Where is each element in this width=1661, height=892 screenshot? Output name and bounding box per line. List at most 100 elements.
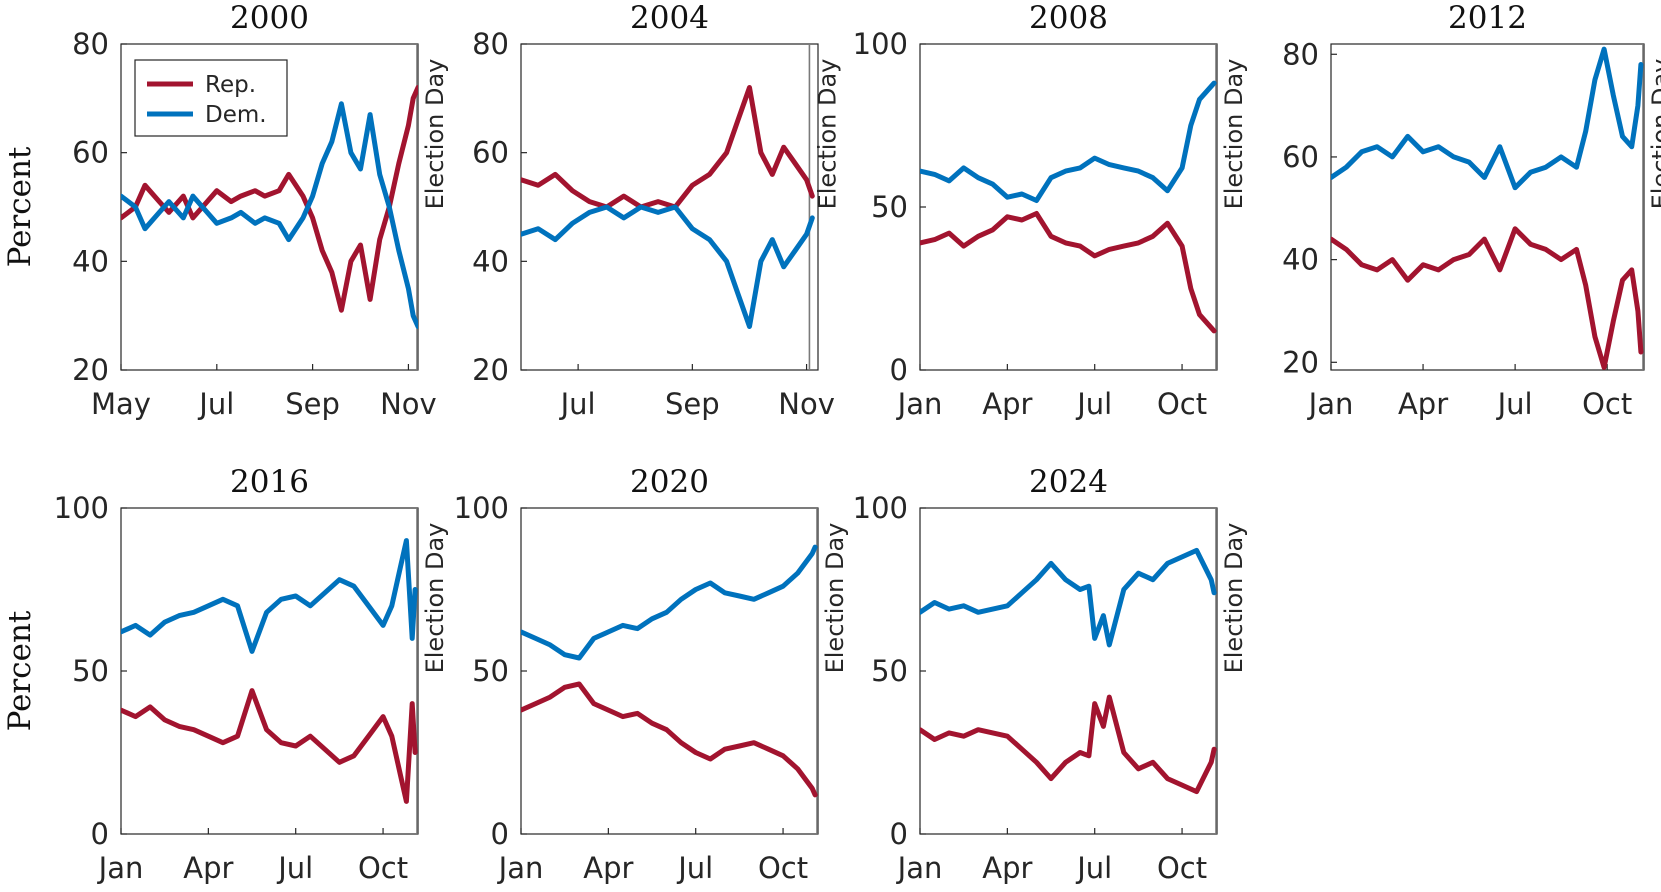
legend-label-dem: Dem. bbox=[205, 102, 267, 128]
y-tick-label: 40 bbox=[472, 244, 509, 278]
dem-series-line bbox=[121, 101, 418, 329]
panel-title: 2008 bbox=[1029, 0, 1108, 36]
election-day-label: Election Day bbox=[821, 523, 849, 674]
x-tick-label: Nov bbox=[380, 387, 437, 421]
axes-box bbox=[919, 507, 1218, 835]
axes-box bbox=[120, 43, 419, 371]
x-tick-label: Jul bbox=[1075, 851, 1112, 885]
rep-series-line bbox=[521, 85, 815, 210]
dem-series-line bbox=[521, 204, 815, 329]
legend-box bbox=[134, 59, 288, 137]
y-tick-label: 60 bbox=[72, 136, 109, 170]
axes-box bbox=[120, 507, 419, 835]
x-tick-label: Jul bbox=[1496, 387, 1533, 421]
y-tick-label: 20 bbox=[1282, 345, 1319, 379]
x-tick-label: Jul bbox=[197, 387, 234, 421]
x-tick-label: Sep bbox=[285, 387, 340, 421]
panel-title: 2016 bbox=[230, 464, 309, 500]
y-axis-title: Percent bbox=[2, 610, 38, 731]
rep-series-line bbox=[1331, 226, 1644, 370]
dem-series-line bbox=[920, 80, 1217, 203]
x-tick-label: Jul bbox=[1075, 387, 1112, 421]
panel-title: 2004 bbox=[630, 0, 709, 36]
panel-2000: 2000 20 40 60 80 May Jul Sep Nov Percent Election … bbox=[2, 0, 449, 421]
y-tick-label: 50 bbox=[472, 654, 509, 688]
rep-series-line bbox=[121, 85, 418, 313]
panel-title: 2024 bbox=[1029, 464, 1108, 500]
x-tick-label: Oct bbox=[1157, 851, 1207, 885]
x-tick-label: Jul bbox=[676, 851, 713, 885]
panel-2020: 2020 0 50 100 Jan Apr Jul Oct Election Day bbox=[454, 464, 849, 885]
panel-title: 2020 bbox=[630, 464, 709, 500]
rep-series-line bbox=[521, 681, 818, 798]
x-tick-label: Jul bbox=[276, 851, 313, 885]
y-tick-label: 100 bbox=[454, 491, 509, 525]
legend: Rep. Dem. bbox=[134, 59, 288, 137]
y-tick-label: 40 bbox=[1282, 243, 1319, 277]
rep-series-line bbox=[121, 688, 418, 804]
rep-series-line bbox=[920, 211, 1217, 334]
axes-box bbox=[1330, 43, 1645, 371]
x-tick-label: Jan bbox=[497, 851, 544, 885]
election-day-label: Election Day bbox=[1220, 59, 1248, 210]
y-tick-label: 60 bbox=[1282, 140, 1319, 174]
panel-2004: 2004 20 40 60 80 Jul Sep Nov Election Day bbox=[472, 0, 841, 421]
x-tick-label: Jan bbox=[896, 851, 943, 885]
x-tick-label: Apr bbox=[583, 851, 633, 885]
y-tick-label: 100 bbox=[853, 27, 908, 61]
x-tick-label: Sep bbox=[665, 387, 720, 421]
election-day-label: Election Day bbox=[421, 523, 449, 674]
y-tick-label: 80 bbox=[72, 27, 109, 61]
x-tick-label: Jul bbox=[559, 387, 596, 421]
election-day-label: Election Day bbox=[421, 59, 449, 210]
y-tick-label: 20 bbox=[472, 353, 509, 387]
x-tick-label: Jan bbox=[97, 851, 144, 885]
y-tick-label: 0 bbox=[890, 817, 908, 851]
y-tick-label: 100 bbox=[853, 491, 908, 525]
panel-title: 2012 bbox=[1448, 0, 1527, 36]
dem-series-line bbox=[121, 538, 418, 654]
x-tick-label: Jan bbox=[1307, 387, 1354, 421]
panel-2024: 2024 0 50 100 Jan Apr Jul Oct Election Day bbox=[853, 464, 1248, 885]
y-tick-label: 50 bbox=[72, 654, 109, 688]
y-tick-label: 80 bbox=[472, 27, 509, 61]
axes-box bbox=[520, 507, 819, 835]
panel-title: 2000 bbox=[230, 0, 309, 36]
y-tick-label: 0 bbox=[491, 817, 509, 851]
rep-series-line bbox=[920, 694, 1217, 795]
y-tick-label: 50 bbox=[871, 654, 908, 688]
y-tick-label: 40 bbox=[72, 244, 109, 278]
y-tick-label: 20 bbox=[72, 353, 109, 387]
x-tick-label: Apr bbox=[982, 851, 1032, 885]
x-tick-label: Apr bbox=[183, 851, 233, 885]
election-day-label: Election Day bbox=[1647, 59, 1661, 210]
x-tick-label: Oct bbox=[1582, 387, 1632, 421]
x-tick-label: Apr bbox=[982, 387, 1032, 421]
panel-2016: 2016 0 50 100 Jan Apr Jul Oct Percent Election Da… bbox=[2, 464, 449, 885]
axes-box bbox=[520, 43, 819, 371]
dem-series-line bbox=[920, 547, 1217, 648]
y-tick-label: 60 bbox=[472, 136, 509, 170]
y-tick-label: 0 bbox=[890, 353, 908, 387]
election-day-label: Election Day bbox=[813, 59, 841, 210]
panel-2012: 2012 20 40 60 80 Jan Apr Jul Oct Election Day bbox=[1282, 0, 1661, 421]
y-tick-label: 100 bbox=[54, 491, 109, 525]
y-tick-label: 50 bbox=[871, 190, 908, 224]
panel-2008: 2008 0 50 100 Jan Apr Jul Oct Election Day bbox=[853, 0, 1248, 421]
y-axis-title: Percent bbox=[2, 146, 38, 267]
x-tick-label: Apr bbox=[1398, 387, 1448, 421]
election-day-label: Election Day bbox=[1220, 523, 1248, 674]
x-tick-label: Oct bbox=[358, 851, 408, 885]
axes-box bbox=[919, 43, 1218, 371]
dem-series-line bbox=[521, 544, 818, 661]
x-tick-label: Oct bbox=[1157, 387, 1207, 421]
x-tick-label: Oct bbox=[758, 851, 808, 885]
y-tick-label: 0 bbox=[91, 817, 109, 851]
y-tick-label: 80 bbox=[1282, 37, 1319, 71]
dem-series-line bbox=[1331, 46, 1644, 191]
x-tick-label: Nov bbox=[778, 387, 835, 421]
x-tick-label: May bbox=[91, 387, 151, 421]
legend-label-rep: Rep. bbox=[205, 72, 256, 98]
x-tick-label: Jan bbox=[896, 387, 943, 421]
